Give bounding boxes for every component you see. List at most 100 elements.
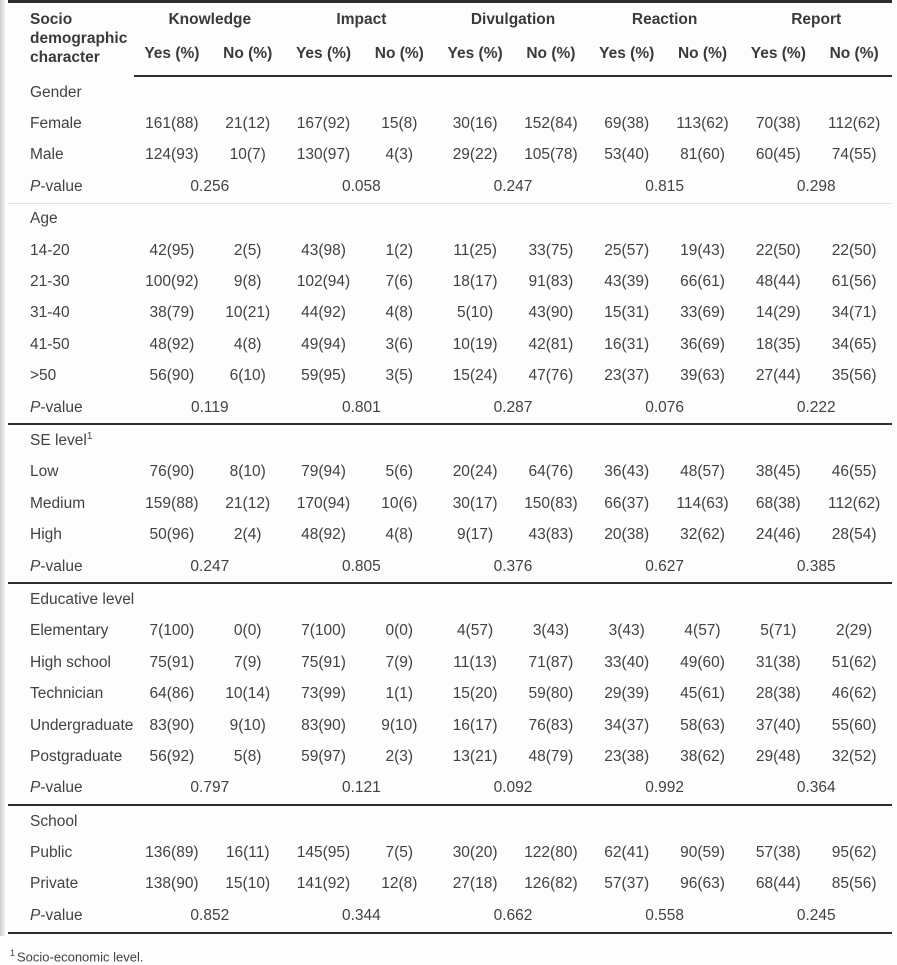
subheader-no: No (%) [361, 33, 438, 77]
data-cell: 13(21) [452, 747, 498, 765]
data-cell: 57(37) [604, 875, 650, 893]
data-cell: 43(39) [604, 273, 650, 291]
subheader-no: No (%) [513, 33, 589, 77]
p-label-rest: -value [40, 177, 83, 195]
data-cell: 5(8) [233, 747, 262, 765]
row-label: 31-40 [30, 304, 70, 322]
data-cell: 71(87) [528, 653, 574, 671]
p-label-italic: P [30, 906, 41, 924]
data-cell: 33(40) [604, 653, 650, 671]
p-value: 0.298 [740, 171, 893, 204]
data-cell: 56(92) [149, 747, 195, 765]
data-cell: 10(19) [452, 335, 498, 353]
data-cell: 10(21) [225, 304, 271, 322]
data-cell: 76(90) [149, 463, 195, 481]
section-title-row: Gender [8, 76, 892, 108]
row-label: Technician [30, 685, 104, 703]
data-cell: 96(63) [680, 875, 725, 893]
data-cell: 70(38) [755, 115, 801, 133]
data-cell: 7(100) [149, 622, 195, 640]
data-cell: 38(79) [149, 304, 195, 322]
section-title-text: SE level [30, 431, 87, 449]
data-cell: 46(55) [831, 463, 877, 481]
subheader-yes: Yes (%) [134, 33, 210, 77]
data-cell: 141(92) [296, 875, 351, 893]
row-label: Private [30, 875, 79, 893]
data-cell: 62(41) [604, 844, 650, 862]
table-row: High school 75(91) 7(9) 75(91) 7(9) 11(13) 71(… [8, 647, 892, 678]
p-value: 0.344 [285, 900, 438, 934]
data-cell: 43(98) [301, 241, 346, 259]
data-cell: 60(45) [755, 146, 801, 164]
subheader-yes: Yes (%) [740, 33, 817, 77]
section-title-row: Age [8, 203, 892, 235]
data-cell: 22(50) [755, 241, 801, 259]
scan-edge-artifact [0, 0, 5, 936]
p-value-row: P-value 0.119 0.801 0.287 0.076 0.222 [8, 391, 893, 426]
p-value: 0.797 [134, 772, 286, 806]
data-cell: 10(6) [381, 494, 418, 512]
row-label: 14-20 [30, 241, 70, 259]
data-cell: 48(79) [528, 747, 574, 765]
data-cell: 18(35) [755, 335, 801, 353]
data-cell: 95(62) [831, 844, 877, 862]
data-cell: 64(86) [149, 685, 195, 703]
data-cell: 23(38) [604, 747, 650, 765]
p-value: 0.852 [134, 900, 286, 934]
data-cell: 18(17) [452, 273, 498, 291]
data-cell: 7(100) [301, 622, 346, 640]
data-cell: 9(10) [381, 716, 418, 734]
data-cell: 2(3) [385, 747, 414, 765]
data-cell: 5(71) [760, 622, 797, 640]
data-cell: 4(8) [385, 526, 414, 544]
data-cell: 33(75) [528, 241, 574, 259]
p-label-italic: P [30, 779, 41, 797]
data-cell: 68(44) [755, 875, 801, 893]
p-label-italic: P [30, 398, 41, 416]
data-cell: 126(82) [524, 875, 578, 893]
p-value: 0.256 [134, 171, 286, 204]
data-cell: 64(76) [528, 463, 574, 481]
table-row: Medium 159(88) 21(12) 170(94) 10(6) 30(17) 150… [8, 488, 892, 519]
section-title-text: Age [30, 210, 58, 228]
data-cell: 32(52) [831, 747, 877, 765]
data-cell: 30(20) [452, 844, 498, 862]
footnote-text: Socio-economic level. [17, 948, 144, 964]
table-row: Low 76(90) 8(10) 79(94) 5(6) 20(24) 64(76) 36(4… [8, 457, 892, 488]
p-label-rest: -value [40, 779, 83, 797]
data-cell: 59(97) [301, 747, 346, 765]
data-cell: 4(57) [457, 622, 494, 640]
data-cell: 136(89) [145, 844, 199, 862]
data-cell: 91(83) [528, 273, 574, 291]
table-row: Undergraduate 83(90) 9(10) 83(90) 9(10) 16(17… [8, 710, 892, 741]
data-cell: 83(90) [301, 716, 346, 734]
data-cell: 29(22) [452, 146, 498, 164]
table-row: High 50(96) 2(4) 48(92) 4(8) 9(17) 43(83) 20(38… [8, 519, 892, 550]
group-header-row: Socio demographic character Knowledge Im… [8, 2, 892, 66]
data-cell: 0(0) [233, 622, 262, 640]
data-cell: 161(88) [145, 115, 199, 133]
section-title-text: School [30, 812, 78, 830]
p-label-italic: P [30, 557, 41, 575]
section-title: SE level1 [8, 424, 892, 456]
p-value: 0.992 [588, 772, 741, 806]
data-cell: 30(17) [452, 494, 498, 512]
section-title: Gender [8, 76, 892, 108]
data-cell: 58(63) [680, 716, 725, 734]
p-value: 0.801 [285, 391, 438, 426]
p-label-rest: -value [40, 398, 83, 416]
data-cell: 145(95) [296, 844, 351, 862]
subheader-yes: Yes (%) [588, 33, 665, 77]
data-cell: 1(1) [385, 685, 414, 703]
data-cell: 34(37) [604, 716, 650, 734]
table-body: Gender Female 161(88) 21(12) 167(92) 15(8) 30(… [8, 76, 893, 934]
p-value: 0.076 [588, 391, 741, 426]
data-cell: 6(10) [229, 367, 266, 385]
p-value: 0.119 [134, 391, 286, 426]
data-cell: 46(62) [831, 685, 877, 703]
data-cell: 7(9) [233, 653, 262, 671]
data-cell: 59(80) [528, 685, 574, 703]
row-label: >50 [30, 367, 57, 385]
data-cell: 36(69) [680, 335, 725, 353]
data-cell: 38(45) [755, 463, 801, 481]
